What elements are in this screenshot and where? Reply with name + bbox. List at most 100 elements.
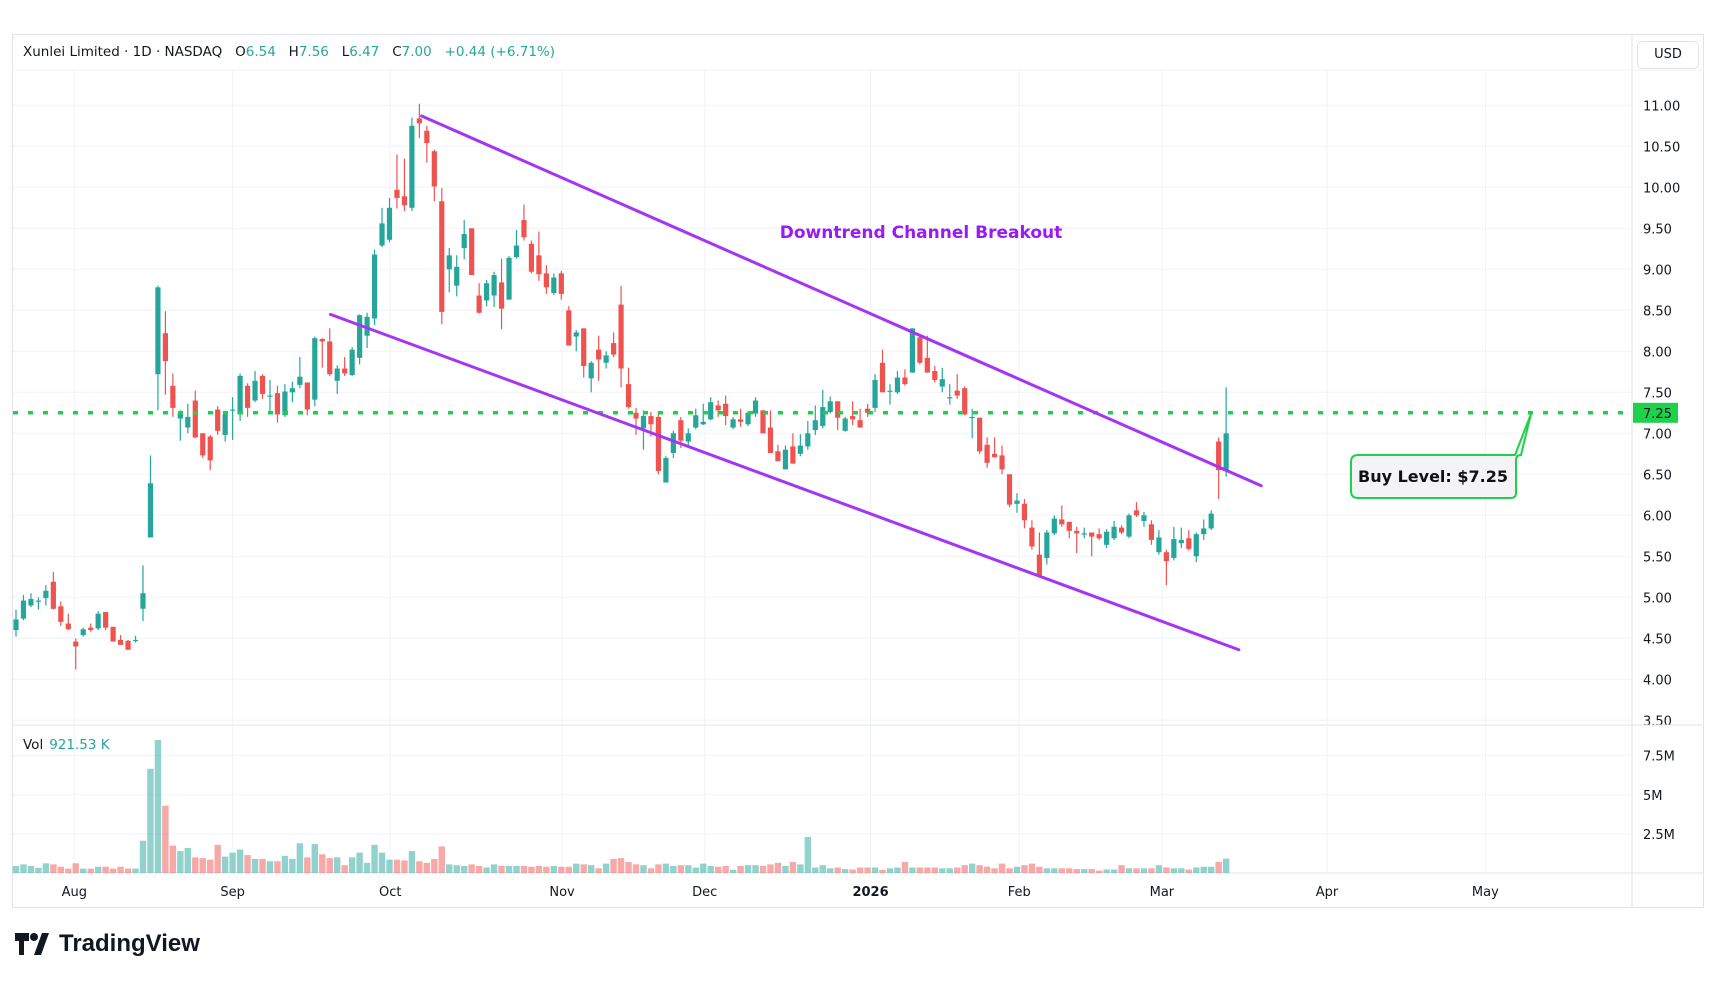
- candle-up: [909, 328, 915, 373]
- volume-bar: [27, 865, 35, 873]
- candle-down: [1148, 524, 1155, 540]
- volume-bar: [946, 868, 953, 873]
- volume-bar: [550, 865, 558, 873]
- candle-down: [424, 130, 430, 144]
- volume-bar: [1110, 869, 1118, 873]
- volume-bar: [1215, 862, 1222, 873]
- candle-down: [625, 384, 632, 408]
- candle-up: [969, 416, 975, 419]
- candle-down: [498, 282, 505, 309]
- volume-bar: [1170, 868, 1178, 873]
- candle-up: [670, 433, 676, 453]
- candle-down: [655, 416, 662, 472]
- candle-up: [237, 375, 243, 415]
- volume-bar: [1193, 867, 1200, 873]
- volume-bar: [356, 852, 363, 873]
- candle-down: [192, 400, 198, 438]
- candle-down: [103, 612, 109, 628]
- candle-down: [962, 388, 968, 415]
- high-label: H: [288, 44, 299, 60]
- candle-up: [693, 415, 699, 428]
- volume-bar: [221, 856, 229, 873]
- candle-up: [95, 613, 101, 629]
- volume-bar: [1021, 865, 1028, 873]
- symbol-title[interactable]: Xunlei Limited · 1D · NASDAQ: [23, 44, 223, 60]
- tradingview-logo[interactable]: TradingView: [15, 930, 200, 958]
- candle-up: [1201, 528, 1207, 535]
- candle-down: [439, 201, 445, 312]
- candle-down: [991, 453, 998, 458]
- candle-up: [513, 245, 520, 257]
- candle-down: [274, 393, 281, 415]
- candle-up: [155, 287, 161, 375]
- volume-bar: [244, 855, 251, 873]
- candle-up: [1193, 534, 1199, 557]
- candle-up: [185, 416, 191, 428]
- candle-up: [827, 401, 833, 412]
- volume-bar: [617, 858, 625, 873]
- candle-down: [611, 343, 617, 355]
- candle-up: [588, 362, 594, 379]
- volume-bar: [625, 862, 632, 873]
- candle-down: [1096, 534, 1102, 539]
- volume-bar: [655, 864, 662, 873]
- time-tick-label: Nov: [549, 885, 575, 900]
- candle-down: [715, 405, 721, 411]
- candle-down: [566, 310, 572, 346]
- volume-bar: [65, 868, 72, 873]
- volume-bar: [640, 865, 647, 873]
- currency-button[interactable]: USD: [1637, 41, 1699, 69]
- time-tick-label: Apr: [1316, 885, 1339, 900]
- time-tick-label: Feb: [1008, 885, 1031, 900]
- volume-bar: [162, 805, 169, 873]
- time-tick-label: Dec: [692, 885, 717, 900]
- price-tick-label: 5.50: [1643, 550, 1672, 565]
- candle-down: [1021, 503, 1028, 521]
- candle-down: [1029, 527, 1035, 547]
- candle-down: [902, 377, 908, 385]
- candle-down: [110, 626, 116, 642]
- volume-bar: [797, 864, 804, 873]
- candle-up: [1141, 515, 1147, 522]
- volume-bar: [423, 862, 431, 873]
- volume-bar: [154, 739, 162, 873]
- volume-value: 921.53 K: [49, 737, 110, 753]
- candle-down: [760, 410, 766, 434]
- candle-down: [558, 273, 564, 294]
- volume-label[interactable]: Vol: [23, 737, 44, 753]
- volume-bar: [670, 865, 677, 873]
- price-tick-label: 8.50: [1643, 304, 1672, 319]
- volume-bar: [483, 867, 490, 873]
- candle-down: [767, 427, 774, 453]
- candle-up: [603, 355, 609, 363]
- volume-bar: [1081, 869, 1088, 873]
- candle-up: [222, 414, 228, 435]
- candle-up: [35, 600, 42, 602]
- low-label: L: [341, 44, 350, 60]
- volume-bar: [841, 869, 849, 873]
- candle-down: [1216, 441, 1222, 471]
- candle-up: [842, 418, 848, 431]
- price-tick-label: 11.00: [1643, 99, 1680, 114]
- candle-up: [491, 275, 497, 296]
- volume-bar: [737, 865, 744, 873]
- volume-bar: [80, 868, 87, 873]
- brand-name: TradingView: [59, 930, 200, 957]
- candle-down: [215, 409, 221, 431]
- candle-down: [319, 339, 325, 342]
- candle-up: [700, 421, 706, 425]
- candle-up: [252, 380, 258, 401]
- volume-bar: [774, 862, 782, 873]
- volume-bar: [453, 865, 460, 873]
- candle-down: [394, 189, 400, 198]
- volume-bar: [1066, 868, 1073, 873]
- candle-up: [334, 368, 340, 381]
- candle-down: [58, 606, 64, 622]
- buy-level-callout-text: Buy Level: $7.25: [1358, 467, 1508, 486]
- candle-down: [528, 243, 535, 272]
- volume-bar: [1013, 866, 1021, 873]
- volume-bar: [1043, 868, 1051, 873]
- volume-bar: [886, 868, 894, 873]
- candle-down: [73, 641, 79, 647]
